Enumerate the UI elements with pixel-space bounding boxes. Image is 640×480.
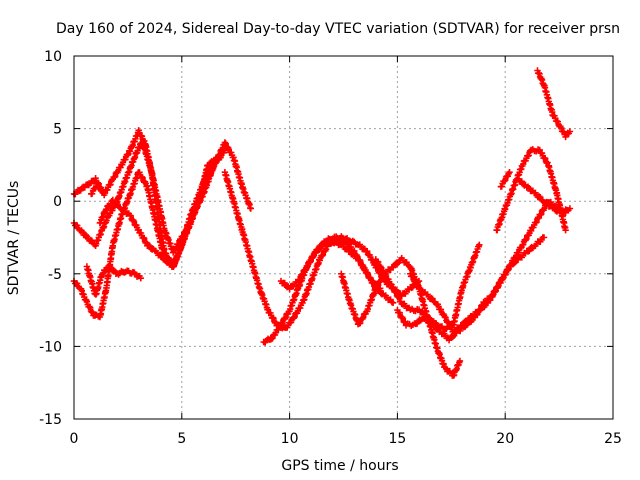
series-markers [88, 183, 108, 198]
series-track-17 [534, 67, 574, 141]
series-markers [96, 154, 224, 270]
y-tick-label: 10 [44, 49, 62, 65]
x-tick-label: 0 [70, 431, 79, 447]
series-markers [534, 67, 574, 141]
y-tick-label: -15 [39, 412, 62, 428]
series-track-9 [277, 233, 423, 300]
series-markers [83, 263, 144, 298]
y-tick-label: -10 [39, 339, 62, 355]
series-track-15 [497, 169, 513, 190]
x-tick-label: 10 [281, 431, 299, 447]
series-track-10 [338, 254, 464, 379]
series-track-4 [83, 263, 144, 298]
series-markers [497, 169, 513, 190]
x-tick-label: 5 [177, 431, 186, 447]
y-tick-label: 5 [53, 122, 62, 138]
series-track-16 [514, 176, 574, 217]
series-track-6 [88, 183, 108, 198]
x-tick-label: 25 [604, 431, 622, 447]
x-tick-label: 15 [388, 431, 406, 447]
chart-title: Day 160 of 2024, Sidereal Day-to-day VTE… [56, 21, 620, 37]
series-markers [514, 176, 574, 217]
series-markers [407, 198, 569, 336]
series-track-13 [407, 198, 569, 336]
y-tick-label: -5 [48, 267, 62, 283]
x-tick-label: 20 [496, 431, 514, 447]
x-axis-label: GPS time / hours [281, 458, 398, 474]
y-tick-label: 0 [53, 194, 62, 210]
series-markers [338, 254, 464, 379]
plot-frame [73, 55, 614, 420]
axis-ticks: 0 5 10 15 20 25 -15 -10 -5 0 5 10 [39, 49, 622, 447]
series-track-5 [96, 154, 224, 270]
series-markers [277, 233, 423, 300]
data-series-layer [70, 67, 574, 379]
y-axis-label: SDTVAR / TECUs [6, 181, 22, 296]
